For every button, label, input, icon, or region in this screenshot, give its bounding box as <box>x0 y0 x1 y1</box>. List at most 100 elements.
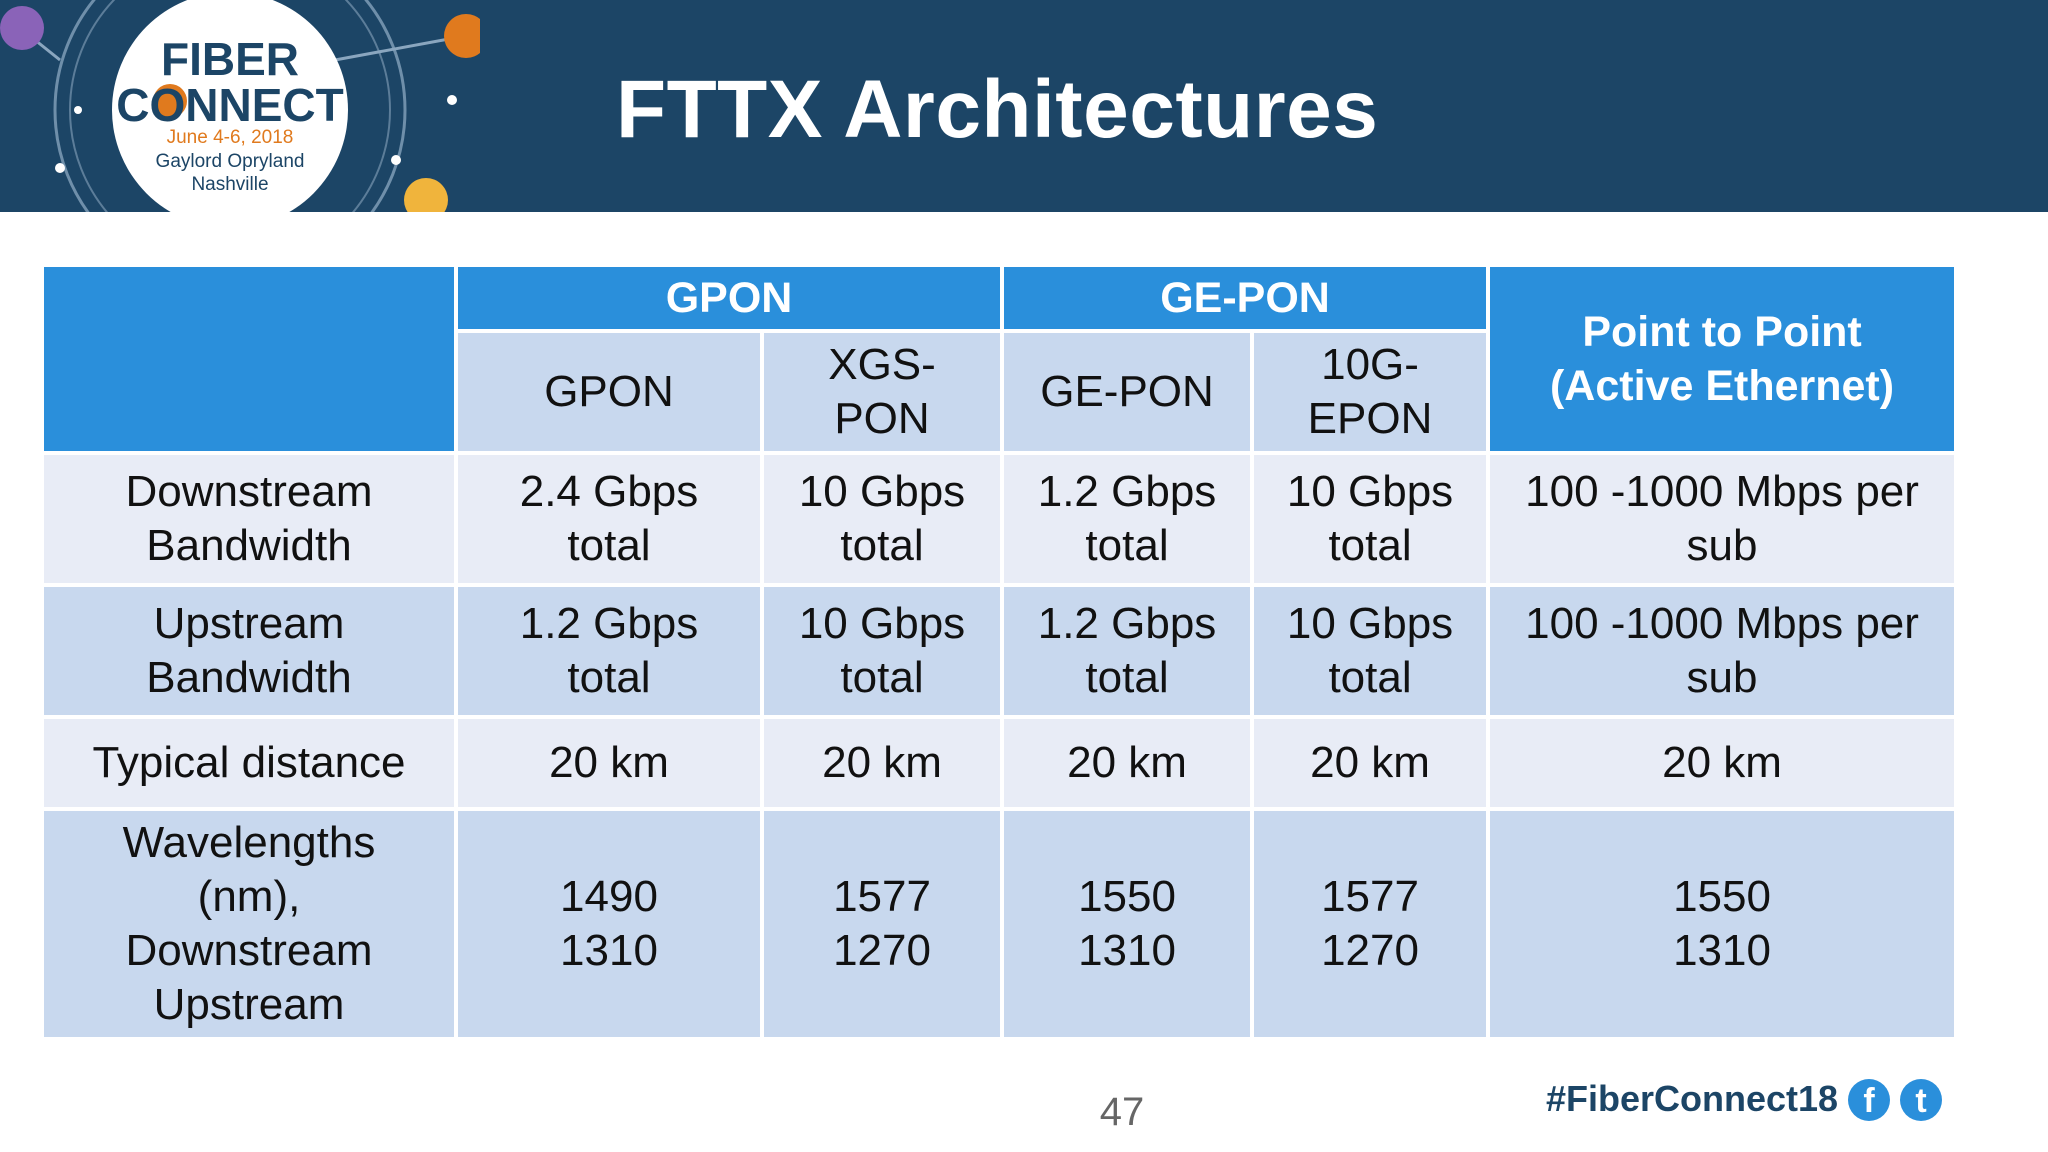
cell-text-line: 20 km <box>1067 738 1187 787</box>
cell-text-line: 20 km <box>549 738 669 787</box>
cell-text-line: total <box>840 521 924 570</box>
cell-text-line: 1.2 Gbps <box>1037 467 1217 516</box>
cell-text-line: total <box>567 521 651 570</box>
cell-text-line: GPON <box>544 367 674 416</box>
cell-text-line: Upstream <box>153 980 345 1029</box>
logo-yellow-dot <box>404 178 448 212</box>
cell-text-line: EPON <box>1307 394 1433 443</box>
logo-badge <box>112 0 348 212</box>
row-label-cell: Upstream Bandwidth <box>44 587 454 715</box>
table-cell: 20 km <box>764 719 1001 807</box>
table-row: Typical distance 20 km 20 km 20 km 20 km 20 k… <box>44 719 1955 807</box>
cell-text-line: Upstream <box>153 599 345 648</box>
table-cell: 20 km <box>1004 719 1251 807</box>
group-header-gepon: GE-PON <box>1004 267 1487 329</box>
table-cell: 10 Gbps total <box>1254 587 1487 715</box>
table-cell: 1490 1310 <box>458 811 760 1037</box>
table-cell: 1.2 Gbps total <box>1004 455 1251 583</box>
cell-text-line: Point to Point <box>1582 308 1862 356</box>
logo-orbit-outer <box>53 0 407 212</box>
slide-header: FIBER CONNECT June 4-6, 2018 Gaylord Opr… <box>0 0 2048 212</box>
table-cell: 1.2 Gbps total <box>1004 587 1251 715</box>
cell-text-line: total <box>1328 653 1412 702</box>
logo-city: Nashville <box>191 174 269 195</box>
logo-date: June 4-6, 2018 <box>166 127 294 148</box>
cell-text-line: sub <box>1686 521 1758 570</box>
cell-text-line: 20 km <box>1662 738 1782 787</box>
ptp-header-lines: Point to Point (Active Ethernet) <box>1496 305 1948 413</box>
row-label-cell: Wavelengths (nm), Downstream Upstream <box>44 811 454 1037</box>
cell-text-line: (Active Ethernet) <box>1549 362 1895 410</box>
cell-text-line: 1550 <box>1078 872 1176 921</box>
cell-text-line: GE-PON <box>1040 367 1214 416</box>
twitter-icon: t <box>1900 1079 1942 1121</box>
table-cell: 100 -1000 Mbps per sub <box>1490 587 1955 715</box>
table-cell: 1577 1270 <box>1254 811 1487 1037</box>
cell-text-line: 1270 <box>833 926 931 975</box>
cell-text-line: 1310 <box>1078 926 1176 975</box>
cell-text-line: (nm), <box>197 872 301 921</box>
logo-orbit-inner <box>69 0 391 212</box>
cell-text-line: 1490 <box>560 872 658 921</box>
cell-text-line: total <box>1085 521 1169 570</box>
logo-venue: Gaylord Opryland <box>155 151 305 172</box>
cell-text-line: 1310 <box>560 926 658 975</box>
table-cell: 100 -1000 Mbps per sub <box>1490 455 1955 583</box>
cell-text-line: 10G- <box>1321 340 1419 389</box>
table-cell: 10 Gbps total <box>1254 455 1487 583</box>
logo-text-fiber: FIBER <box>161 33 299 85</box>
cell-text-line: 1550 <box>1673 872 1771 921</box>
cell-text-line: 20 km <box>1310 738 1430 787</box>
table-cell: 1577 1270 <box>764 811 1001 1037</box>
group-header-row: GPON GE-PON Point to Point (Active Ethern… <box>44 267 1955 451</box>
cell-text-line: 1577 <box>1321 872 1419 921</box>
cell-text-line: Wavelengths <box>122 818 376 867</box>
cell-text-line: 10 Gbps <box>1286 467 1454 516</box>
cell-text-line: 1.2 Gbps <box>519 599 699 648</box>
table-row: Wavelengths (nm), Downstream Upstream 1490 13… <box>44 811 1955 1037</box>
architecture-comparison-table: GPON GE-PON Point to Point (Active Ethern… <box>40 263 1958 1041</box>
sub-header-row: GPON XGS- PON GE-PON 10G- EPON <box>44 333 1954 451</box>
cell-text-line: sub <box>1686 653 1758 702</box>
cell-text-line: Downstream <box>125 926 373 975</box>
cell-text-line: total <box>1328 521 1412 570</box>
table-body: Downstream Bandwidth 2.4 Gbps total 10 Gbps t… <box>44 455 1955 1037</box>
table-cell: 20 km <box>458 719 760 807</box>
logo-text-connect: CONNECT <box>116 79 344 131</box>
cell-text-line: total <box>1085 653 1169 702</box>
sub-header-10g-epon: 10G- EPON <box>1254 333 1487 451</box>
event-hashtag: #FiberConnect18 <box>1546 1078 1839 1119</box>
cell-text-line: 10 Gbps <box>1286 599 1454 648</box>
cell-text-line: PON <box>834 394 930 443</box>
cell-text-line: 100 -1000 Mbps per <box>1525 467 1919 516</box>
cell-text-line: 10 Gbps <box>798 467 966 516</box>
table-cell: 1550 1310 <box>1490 811 1955 1037</box>
slide-title: FTTX Architectures <box>616 64 1379 155</box>
logo-orange-dot <box>444 14 480 58</box>
cell-text-line: 100 -1000 Mbps per <box>1525 599 1919 648</box>
group-header-gpon: GPON <box>458 267 1001 329</box>
cell-text-line: 2.4 Gbps <box>519 467 699 516</box>
sub-header-gpon: GPON <box>458 333 760 451</box>
cell-text-line: Bandwidth <box>146 521 352 570</box>
table-cell: 20 km <box>1254 719 1487 807</box>
table-cell: 10 Gbps total <box>764 587 1001 715</box>
fiber-connect-logo-graphic <box>0 0 480 212</box>
facebook-icon: f <box>1848 1079 1890 1121</box>
cell-text-line: 1.2 Gbps <box>1037 599 1217 648</box>
cell-text-line: total <box>567 653 651 702</box>
cell-text-line: 20 km <box>822 738 942 787</box>
table-row: Downstream Bandwidth 2.4 Gbps total 10 Gbps t… <box>44 455 1955 583</box>
group-header-point-to-point: Point to Point (Active Ethernet) <box>1490 267 1955 451</box>
logo-purple-dot <box>0 6 44 50</box>
cell-text-line: Typical distance <box>92 738 406 787</box>
cell-text-line: 1270 <box>1321 926 1419 975</box>
table-row: Upstream Bandwidth 1.2 Gbps total 10 Gbps tot… <box>44 587 1955 715</box>
table-cell: 1.2 Gbps total <box>458 587 760 715</box>
sub-header-ge-pon: GE-PON <box>1004 333 1251 451</box>
cell-text-line: Downstream <box>125 467 373 516</box>
row-label-cell: Typical distance <box>44 719 454 807</box>
corner-header-cell <box>44 267 454 451</box>
table-cell: 2.4 Gbps total <box>458 455 760 583</box>
table-cell: 1550 1310 <box>1004 811 1251 1037</box>
